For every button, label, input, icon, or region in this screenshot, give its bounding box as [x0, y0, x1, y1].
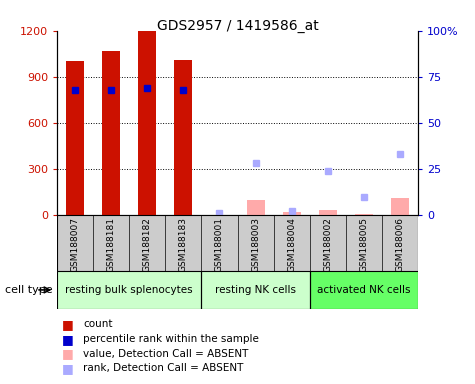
Text: ■: ■	[62, 333, 74, 346]
Bar	[247, 200, 265, 215]
Bar	[310, 215, 346, 271]
Text: activated NK cells: activated NK cells	[317, 285, 410, 295]
Bar	[310, 271, 418, 309]
Text: ■: ■	[62, 347, 74, 360]
Bar	[346, 215, 382, 271]
Bar	[165, 215, 201, 271]
Text: GSM188002: GSM188002	[323, 217, 332, 271]
Bar	[319, 210, 337, 215]
Text: GSM188003: GSM188003	[251, 217, 260, 272]
Bar	[382, 215, 418, 271]
Text: ■: ■	[62, 362, 74, 375]
Bar	[102, 51, 120, 215]
Bar	[138, 31, 156, 215]
Text: GSM188007: GSM188007	[71, 217, 79, 272]
Text: value, Detection Call = ABSENT: value, Detection Call = ABSENT	[83, 349, 248, 359]
Text: resting bulk splenocytes: resting bulk splenocytes	[66, 285, 193, 295]
Text: GSM188004: GSM188004	[287, 217, 296, 271]
Text: GDS2957 / 1419586_at: GDS2957 / 1419586_at	[157, 19, 318, 33]
Bar	[66, 61, 84, 215]
Bar	[201, 215, 238, 271]
Text: GSM188005: GSM188005	[360, 217, 368, 272]
Text: resting NK cells: resting NK cells	[215, 285, 296, 295]
Text: rank, Detection Call = ABSENT: rank, Detection Call = ABSENT	[83, 363, 244, 373]
Bar	[57, 271, 201, 309]
Bar	[274, 215, 310, 271]
Bar	[57, 215, 93, 271]
Bar	[283, 212, 301, 215]
Text: count: count	[83, 319, 113, 329]
Text: GSM188001: GSM188001	[215, 217, 224, 272]
Text: GSM188182: GSM188182	[143, 217, 152, 271]
Text: ■: ■	[62, 318, 74, 331]
Text: GSM188006: GSM188006	[396, 217, 404, 272]
Bar	[174, 60, 192, 215]
Bar	[129, 215, 165, 271]
Text: GSM188181: GSM188181	[107, 217, 115, 272]
Bar	[238, 215, 274, 271]
Text: percentile rank within the sample: percentile rank within the sample	[83, 334, 259, 344]
Bar	[93, 215, 129, 271]
Bar	[355, 214, 373, 215]
Bar	[201, 271, 310, 309]
Text: cell type: cell type	[5, 285, 52, 295]
Text: GSM188183: GSM188183	[179, 217, 188, 272]
Bar	[391, 198, 409, 215]
